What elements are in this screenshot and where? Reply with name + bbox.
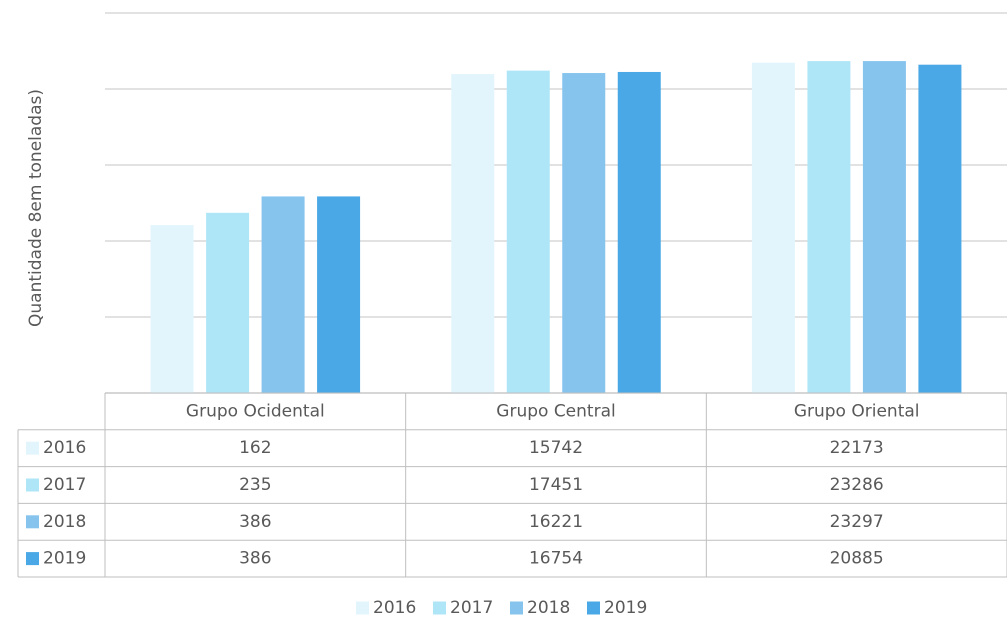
y-axis-label: Quantidade 8em toneladas): [26, 89, 46, 327]
legend-label: 2018: [527, 598, 570, 618]
legend-label: 2016: [373, 598, 416, 618]
table-cell: 17451: [529, 475, 583, 495]
bar: [451, 74, 495, 394]
row-label: 2019: [43, 549, 86, 569]
table-header: Grupo Ocidental: [186, 401, 325, 421]
row-label: 2016: [43, 438, 86, 458]
table-cell: 16754: [529, 549, 583, 569]
table-cell: 23286: [830, 475, 884, 495]
row-label: 2018: [43, 512, 86, 532]
table-cell: 20885: [830, 549, 884, 569]
table-header: Grupo Oriental: [794, 401, 920, 421]
table-cell: 16221: [529, 512, 583, 532]
legend-key: [26, 515, 39, 529]
table-cell: 15742: [529, 438, 583, 458]
bar: [807, 61, 851, 393]
bar: [150, 225, 194, 393]
legend-key: [26, 441, 39, 455]
table-cell: 386: [239, 512, 271, 532]
table-cell: 162: [239, 438, 271, 458]
legend-label: 2019: [604, 598, 647, 618]
legend-key: [26, 552, 39, 566]
table-cell: 235: [239, 475, 271, 495]
bar: [751, 62, 795, 393]
bar: [317, 196, 361, 393]
bar: [562, 73, 606, 393]
table-cell: 386: [239, 549, 271, 569]
table-cell: 22173: [830, 438, 884, 458]
row-label: 2017: [43, 475, 86, 495]
table-cell: 23297: [830, 512, 884, 532]
bar: [918, 64, 962, 394]
bar: [862, 61, 906, 393]
bar: [617, 71, 661, 394]
legend-key: [356, 601, 369, 615]
bar: [506, 70, 550, 394]
legend-label: 2017: [450, 598, 493, 618]
legend-key: [433, 601, 446, 615]
table-header: Grupo Central: [496, 401, 615, 421]
legend-key: [587, 601, 600, 615]
bar: [206, 212, 250, 393]
legend-key: [26, 478, 39, 492]
legend-key: [510, 601, 523, 615]
bar: [261, 196, 305, 393]
